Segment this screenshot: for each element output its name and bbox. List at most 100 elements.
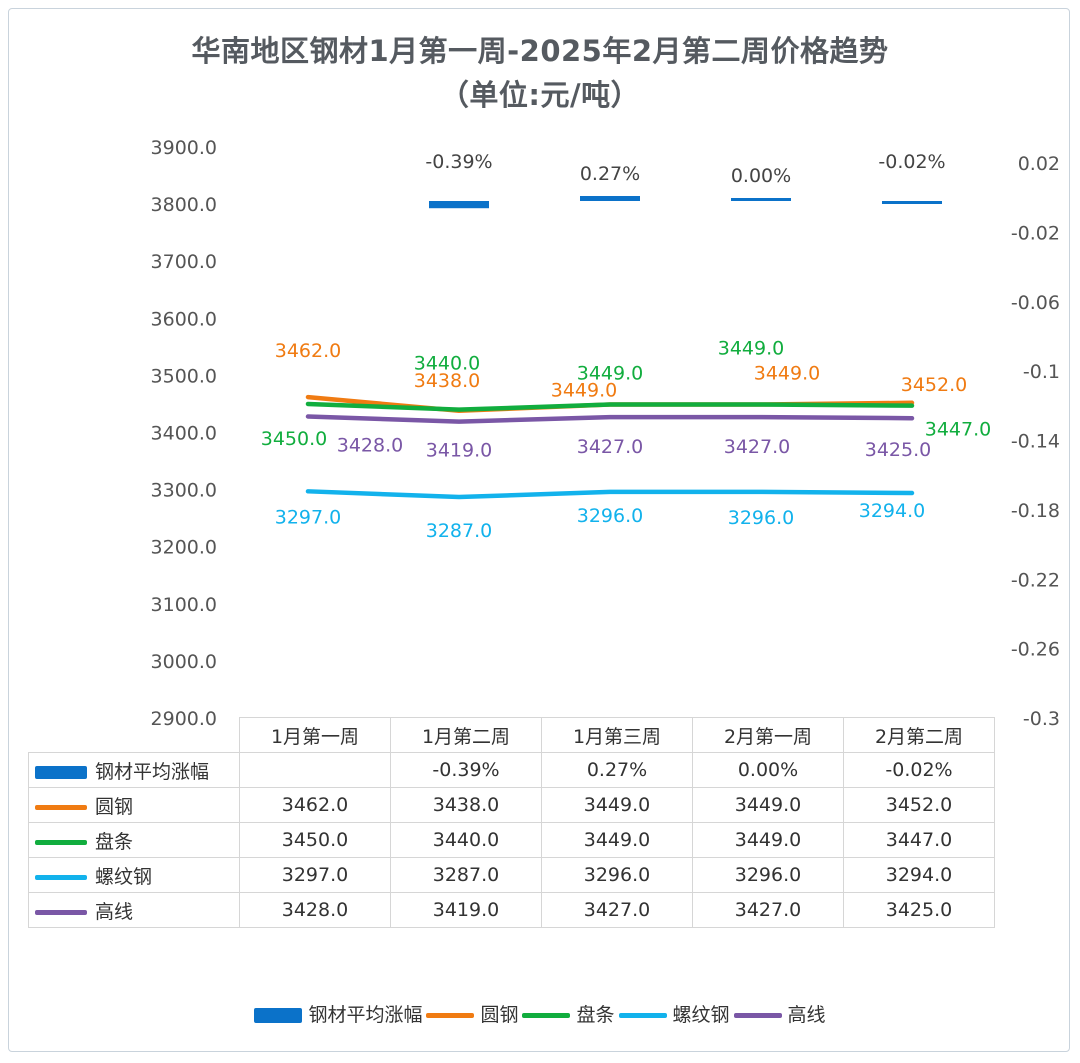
legend-key-swatch xyxy=(522,1013,571,1018)
table-row: 圆钢 3462.0 3438.0 3449.0 3449.0 3452.0 xyxy=(28,787,995,823)
left-tick-label: 3400.0 xyxy=(151,423,217,445)
table-series-name: 盘条 xyxy=(95,830,134,853)
right-tick-label: -0.26 xyxy=(1011,639,1060,661)
legend-item: 高线 xyxy=(733,1000,826,1027)
table-cell: 3296.0 xyxy=(692,857,844,893)
line-data-label: 3450.0 xyxy=(261,428,327,450)
table-column-header: 1月第一周 xyxy=(239,717,391,753)
data-table: 1月第一周 1月第二周 1月第三周 2月第一周 2月第二周 钢材平均涨幅 -0.39% 0.2… xyxy=(28,717,995,928)
line-data-label: 3440.0 xyxy=(414,353,480,375)
legend-item: 盘条 xyxy=(522,1000,615,1027)
right-tick-label: -0.1 xyxy=(1023,361,1060,383)
table-column-header: 2月第二周 xyxy=(843,717,995,753)
table-cell: 3449.0 xyxy=(541,787,693,823)
line-data-label: 3296.0 xyxy=(577,505,643,527)
legend-label: 螺纹钢 xyxy=(672,1004,730,1026)
table-column-header: 2月第一周 xyxy=(692,717,844,753)
line-data-label: 3452.0 xyxy=(901,374,967,396)
table-cell: 3296.0 xyxy=(541,857,693,893)
line-data-label: 3449.0 xyxy=(551,380,617,402)
bar-avg-change xyxy=(429,201,489,209)
right-tick-label: 0.02 xyxy=(1018,153,1060,175)
table-cell: 3462.0 xyxy=(239,787,391,823)
legend-label: 钢材平均涨幅 xyxy=(308,1004,423,1026)
left-tick-label: 3200.0 xyxy=(151,537,217,559)
table-series-name: 高线 xyxy=(95,900,134,923)
bar-series: -0.39% 0.27% 0.00% -0.02% xyxy=(425,151,946,209)
legend-item: 钢材平均涨幅 xyxy=(254,1000,422,1027)
table-cell: -0.39% xyxy=(390,752,542,788)
table-corner xyxy=(28,717,240,753)
legend-key-swatch xyxy=(35,804,87,810)
left-tick-label: 3700.0 xyxy=(151,251,217,273)
line-data-label: 3287.0 xyxy=(426,520,492,542)
legend-key-swatch xyxy=(35,839,87,845)
right-tick-label: -0.06 xyxy=(1011,292,1060,314)
table-row-name: 螺纹钢 xyxy=(28,857,240,893)
right-tick-label: -0.18 xyxy=(1011,500,1060,522)
legend-key-swatch xyxy=(426,1013,475,1018)
legend-label: 高线 xyxy=(787,1004,826,1026)
table-cell: 0.27% xyxy=(541,752,693,788)
table-cell: 0.00% xyxy=(692,752,844,788)
table-series-name: 钢材平均涨幅 xyxy=(95,760,210,783)
table-cell: -0.02% xyxy=(843,752,995,788)
table-cell: 3449.0 xyxy=(541,822,693,858)
right-tick-label: -0.02 xyxy=(1011,222,1060,244)
legend-key-swatch xyxy=(618,1013,667,1018)
right-tick-label: -0.14 xyxy=(1011,431,1060,453)
table-cell xyxy=(239,752,391,788)
table-cell: 3449.0 xyxy=(692,787,844,823)
line-series xyxy=(305,394,915,500)
left-tick-label: 3500.0 xyxy=(151,365,217,387)
left-tick-label: 3000.0 xyxy=(151,651,217,673)
bar-avg-change xyxy=(731,198,791,201)
table-cell: 3427.0 xyxy=(541,892,693,928)
left-axis: 3900.0 3800.0 3700.0 3600.0 3500.0 3400.0 3300… xyxy=(151,137,217,730)
table-cell: 3440.0 xyxy=(390,822,542,858)
line-data-label: 3449.0 xyxy=(718,338,784,360)
table-cell: 3294.0 xyxy=(843,857,995,893)
table-row: 螺纹钢 3297.0 3287.0 3296.0 3296.0 3294.0 xyxy=(28,857,995,893)
table-row: 钢材平均涨幅 -0.39% 0.27% 0.00% -0.02% xyxy=(28,752,995,788)
line-data-label: 3462.0 xyxy=(275,340,341,362)
legend-key-swatch xyxy=(35,909,87,915)
line-data-label: 3428.0 xyxy=(337,435,403,457)
left-tick-label: 3300.0 xyxy=(151,480,217,502)
bar-data-label: -0.02% xyxy=(878,151,945,173)
bar-avg-change xyxy=(882,201,942,204)
line-data-label: 3447.0 xyxy=(925,419,991,441)
line-data-label: 3449.0 xyxy=(577,363,643,385)
chart-subtitle: （单位:元/吨） xyxy=(439,78,641,112)
series-line xyxy=(305,414,915,424)
line-data-label: 3296.0 xyxy=(728,507,794,529)
legend-key-swatch xyxy=(35,765,87,779)
line-data-label: 3425.0 xyxy=(865,439,931,461)
table-cell: 3450.0 xyxy=(239,822,391,858)
line-data-label: 3419.0 xyxy=(426,440,492,462)
table-series-name: 圆钢 xyxy=(95,795,134,818)
line-data-label: 3438.0 xyxy=(414,370,480,392)
table-row-name: 圆钢 xyxy=(28,787,240,823)
legend: 钢材平均涨幅 圆钢 盘条 螺纹钢 高线 xyxy=(0,1000,1080,1027)
left-tick-label: 3100.0 xyxy=(151,594,217,616)
table-cell: 3427.0 xyxy=(692,892,844,928)
right-tick-label: -0.3 xyxy=(1023,708,1060,730)
table-cell: 3428.0 xyxy=(239,892,391,928)
legend-item: 圆钢 xyxy=(426,1000,518,1027)
table-column-header: 1月第三周 xyxy=(541,717,693,753)
series-line xyxy=(305,401,915,412)
bar-data-label: -0.39% xyxy=(425,151,492,173)
table-row-name: 钢材平均涨幅 xyxy=(28,752,240,788)
right-tick-label: -0.22 xyxy=(1011,569,1060,591)
table-row: 盘条 3450.0 3440.0 3449.0 3449.0 3447.0 xyxy=(28,822,995,858)
bar-avg-change xyxy=(580,196,640,201)
table-cell: 3297.0 xyxy=(239,857,391,893)
chart-title: 华南地区钢材1月第一周-2025年2月第二周价格趋势 xyxy=(191,34,889,68)
table-cell: 3425.0 xyxy=(843,892,995,928)
table-series-name: 螺纹钢 xyxy=(95,865,153,888)
table-cell: 3438.0 xyxy=(390,787,542,823)
left-tick-label: 3600.0 xyxy=(151,308,217,330)
